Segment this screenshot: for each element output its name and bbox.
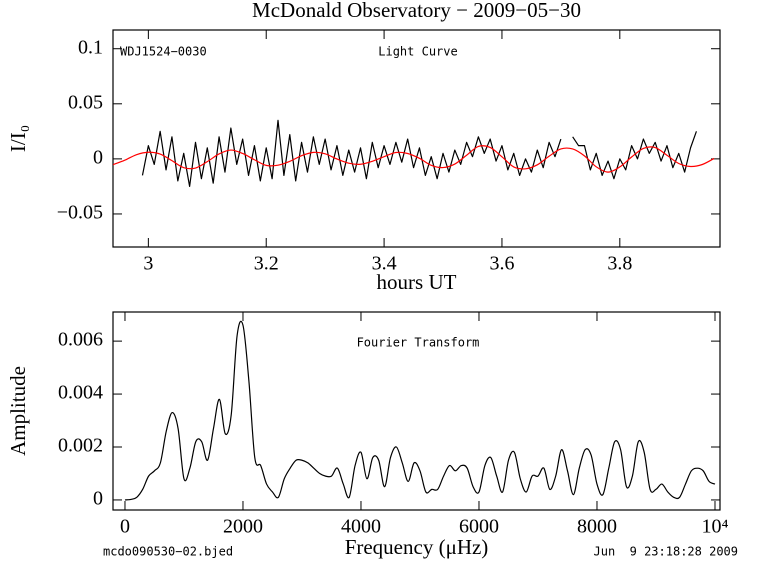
annotation: Light Curve xyxy=(378,45,457,59)
data-line xyxy=(141,119,697,188)
y-axis-label: I/I₀ xyxy=(6,125,30,152)
y-tick-label: 0.05 xyxy=(68,91,103,113)
y-tick-label: 0.004 xyxy=(58,382,103,404)
y-tick-label: 0.002 xyxy=(58,435,103,457)
x-tick-label: 3.6 xyxy=(489,253,514,275)
x-axis-label: hours UT xyxy=(377,270,457,294)
x-tick-label: 2000 xyxy=(223,516,263,538)
y-tick-label: −0.05 xyxy=(57,202,103,224)
data-line xyxy=(113,145,715,173)
plot-frame xyxy=(112,311,721,511)
x-tick-label: 4000 xyxy=(341,516,381,538)
x-tick-label: 3.8 xyxy=(607,253,632,275)
x-tick-label: 3 xyxy=(143,253,153,275)
x-axis-label: Frequency (μHz) xyxy=(345,535,489,559)
x-tick-label: 6000 xyxy=(459,516,499,538)
footer-date: Jun 9 23:18:28 2009 xyxy=(594,545,739,559)
plot-frame xyxy=(112,29,721,248)
x-tick-label: 10⁴ xyxy=(701,516,728,538)
data-line xyxy=(124,320,716,501)
x-tick-label: 3.2 xyxy=(254,253,279,275)
annotation: Fourier Transform xyxy=(357,336,480,350)
x-tick-label: 3.4 xyxy=(372,253,397,275)
y-tick-label: 0 xyxy=(93,488,103,510)
y-tick-label: 0 xyxy=(93,146,103,168)
footer-file: mcdo090530−02.bjed xyxy=(103,545,233,559)
x-tick-label: 0 xyxy=(120,516,130,538)
y-tick-label: 0.1 xyxy=(78,36,103,58)
plot-area xyxy=(124,320,716,501)
chart-title: McDonald Observatory − 2009−05−30 xyxy=(252,0,581,22)
annotation: WDJ1524−0030 xyxy=(120,45,207,59)
y-axis-label: Amplitude xyxy=(6,366,30,456)
y-tick-label: 0.006 xyxy=(58,329,103,351)
x-tick-label: 8000 xyxy=(577,516,617,538)
plot-area xyxy=(113,119,715,188)
